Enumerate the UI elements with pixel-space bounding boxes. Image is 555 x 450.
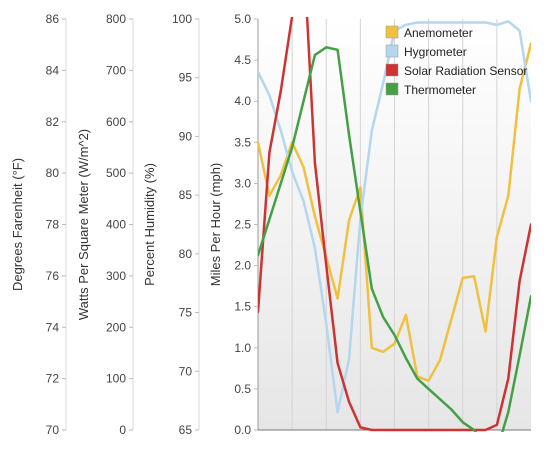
axis-tick-label: 1.0 [234,341,251,355]
axis-tick-label: 82 [46,115,60,129]
axis-tick-label: 72 [46,372,60,386]
axis-tick-label: 86 [46,12,60,26]
axis-tick-label: 4.0 [234,94,251,108]
legend-label: Solar Radiation Sensor [404,64,527,78]
axis-tick-label: 2.0 [234,259,251,273]
legend-swatch [385,25,399,39]
axis-tick-label: 400 [106,218,126,232]
axis-tick-label: 700 [106,63,126,77]
series-line-thermometer [258,46,531,432]
axis-tick-label: 200 [106,320,126,334]
axis-tick-label: 2.5 [234,218,251,232]
axis-title-temp: Degrees Farenheit (°F) [10,158,25,291]
axis-tick-label: 100 [106,372,126,386]
axis-tick-label: 1.5 [234,300,251,314]
axis-tick-label: 4.5 [234,53,251,67]
legend-label: Thermometer [404,83,476,97]
axis-tick-label: 70 [179,364,193,378]
axis-tick-label: 100 [172,12,192,26]
axis-tick-label: 85 [179,188,193,202]
axis-tick-label: 70 [46,423,60,437]
axis-tick-label: 65 [179,423,193,437]
series-line-anemometer [258,42,531,382]
axis-tick-label: 5.0 [234,12,251,26]
axis-title-solar: Watts Per Square Meter (W/m^2) [76,129,91,320]
axis-tick-label: 300 [106,269,126,283]
legend-swatch [385,63,399,77]
axis-tick-label: 90 [179,129,193,143]
axis-tick-label: 84 [46,63,60,77]
axis-tick-label: 80 [46,166,60,180]
axis-tick-label: 500 [106,166,126,180]
axis-tick-label: 600 [106,115,126,129]
axis-tick-label: 800 [106,12,126,26]
axis-tick-label: 0.5 [234,382,251,396]
axis-tick-label: 3.0 [234,176,251,190]
legend-label: Anemometer [404,26,473,40]
series-line-solar-radiation-sensor [258,17,531,432]
axis-tick-label: 75 [179,306,193,320]
legend-swatch [385,82,399,96]
axis-title-hum: Percent Humidity (%) [142,163,157,286]
legend-label: Hygrometer [404,45,467,59]
axis-tick-label: 74 [46,320,60,334]
axis-tick-label: 80 [179,247,193,261]
axis-tick-label: 0 [119,423,126,437]
axis-tick-label: 95 [179,71,193,85]
axis-title-wind: Miles Per Hour (mph) [208,163,223,287]
axis-tick-label: 0.0 [234,423,251,437]
axis-tick-label: 76 [46,269,60,283]
axis-tick-label: 78 [46,218,60,232]
legend-swatch [385,44,399,58]
axis-tick-label: 3.5 [234,135,251,149]
